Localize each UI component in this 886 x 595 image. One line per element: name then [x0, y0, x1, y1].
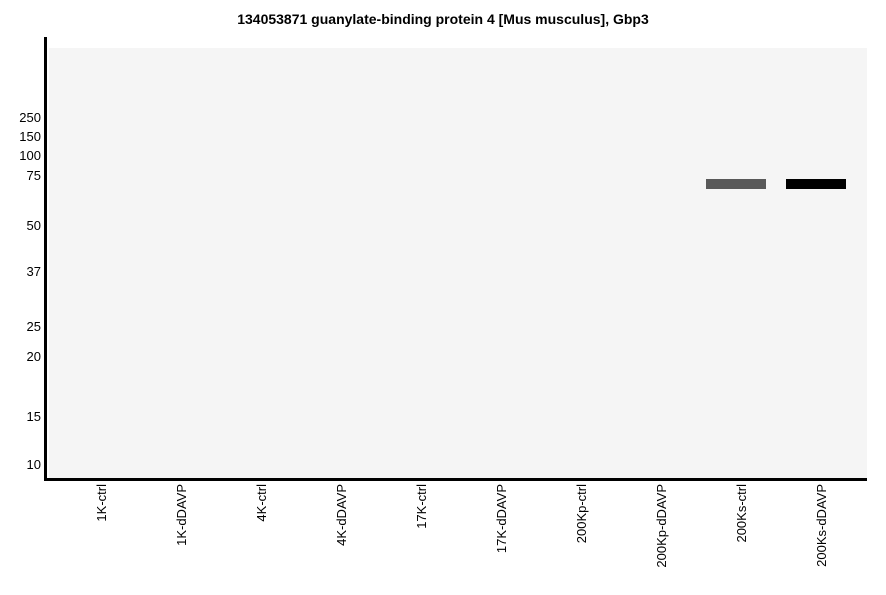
- x-axis-line: [44, 478, 867, 481]
- y-tick-label-100: 100: [19, 148, 41, 163]
- figure-title: 134053871 guanylate-binding protein 4 [M…: [237, 11, 649, 27]
- y-tick-label-25: 25: [26, 319, 41, 334]
- lane-label-200Kp-dDAVP: 200Kp-dDAVP: [654, 484, 669, 568]
- lane-label-200Kp-ctrl: 200Kp-ctrl: [574, 484, 589, 544]
- y-axis-line: [44, 37, 47, 481]
- y-tick-label-37: 37: [26, 264, 41, 279]
- lane-label-1K-ctrl: 1K-ctrl: [94, 484, 109, 522]
- lane-label-1K-dDAVP: 1K-dDAVP: [174, 484, 189, 546]
- band-200Ks-dDAVP: [786, 179, 846, 189]
- lane-label-200Ks-ctrl: 200Ks-ctrl: [734, 484, 749, 543]
- lane-label-4K-ctrl: 4K-ctrl: [254, 484, 269, 522]
- y-tick-label-250: 250: [19, 110, 41, 125]
- y-tick-label-50: 50: [26, 218, 41, 233]
- y-tick-label-15: 15: [26, 409, 41, 424]
- lane-label-17K-ctrl: 17K-ctrl: [414, 484, 429, 529]
- lane-label-4K-dDAVP: 4K-dDAVP: [334, 484, 349, 546]
- lane-label-200Ks-dDAVP: 200Ks-dDAVP: [814, 484, 829, 567]
- plot-area: [49, 48, 867, 478]
- y-tick-label-20: 20: [26, 349, 41, 364]
- y-tick-label-150: 150: [19, 129, 41, 144]
- y-tick-label-75: 75: [26, 168, 41, 183]
- lane-label-17K-dDAVP: 17K-dDAVP: [494, 484, 509, 554]
- y-tick-label-10: 10: [26, 457, 41, 472]
- band-200Ks-ctrl: [706, 179, 766, 189]
